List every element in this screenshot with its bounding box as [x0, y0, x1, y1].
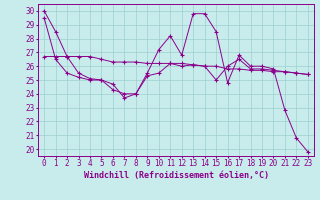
X-axis label: Windchill (Refroidissement éolien,°C): Windchill (Refroidissement éolien,°C): [84, 171, 268, 180]
